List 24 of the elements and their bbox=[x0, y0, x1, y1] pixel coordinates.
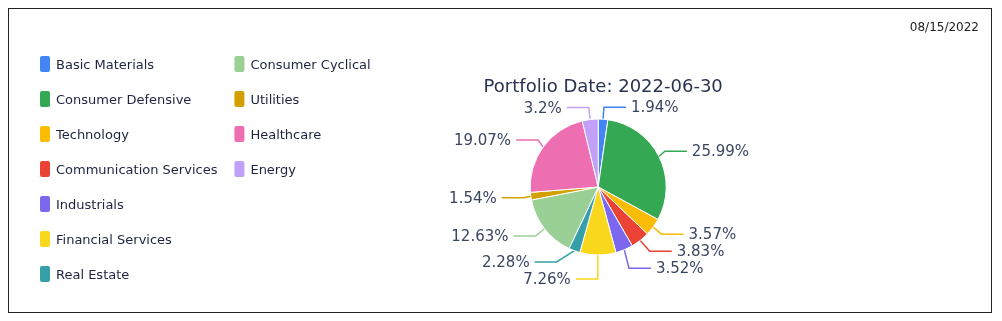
data-label: 3.52% bbox=[655, 259, 704, 278]
data-label: 12.63% bbox=[451, 227, 509, 246]
legend-label: Financial Services bbox=[56, 231, 173, 247]
legend-label: Energy bbox=[250, 161, 297, 177]
data-label: 1.54% bbox=[449, 188, 497, 207]
legend-label: Real Estate bbox=[56, 266, 130, 282]
data-label: 19.07% bbox=[453, 131, 512, 150]
legend-label: Basic Materials bbox=[56, 56, 155, 72]
data-label: 25.99% bbox=[691, 142, 750, 161]
text: 08/15/2022 bbox=[909, 20, 980, 34]
text: Portfolio Date: 2022-06-30 bbox=[483, 74, 723, 96]
legend-label: Healthcare bbox=[250, 126, 322, 142]
legend-label: Industrials bbox=[56, 196, 124, 212]
data-label: 3.2% bbox=[523, 98, 562, 117]
data-label: 3.83% bbox=[676, 242, 725, 261]
data-label: 2.28% bbox=[481, 252, 530, 271]
data-label: 1.94% bbox=[630, 98, 679, 117]
legend-label: Consumer Cyclical bbox=[250, 56, 371, 72]
legend-label: Communication Services bbox=[56, 161, 218, 177]
legend-label: Consumer Defensive bbox=[56, 91, 192, 107]
data-label: 3.57% bbox=[688, 225, 737, 244]
data-label: 7.26% bbox=[523, 269, 571, 288]
legend-label: Utilities bbox=[250, 91, 300, 107]
legend-label: Technology bbox=[55, 126, 130, 142]
